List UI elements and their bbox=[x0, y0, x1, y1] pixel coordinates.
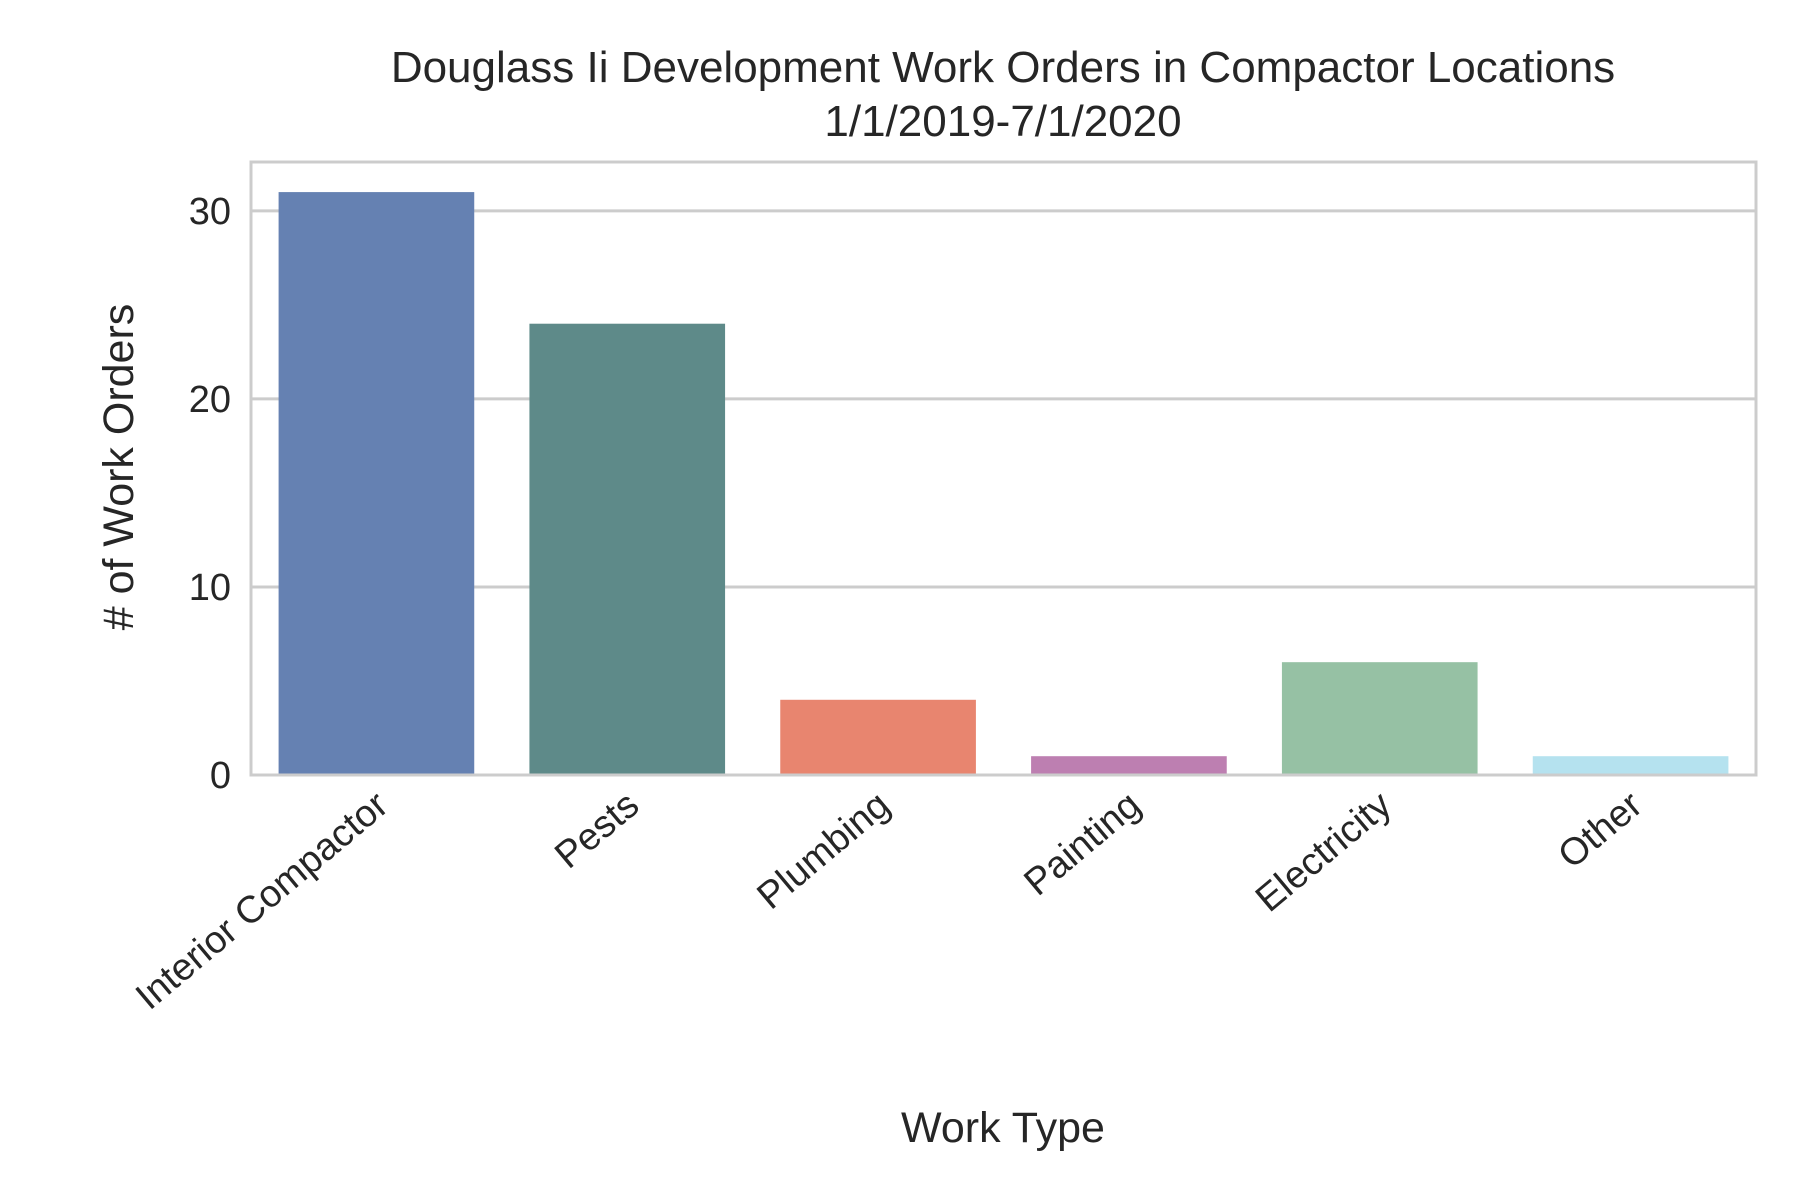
bar bbox=[1031, 756, 1227, 775]
y-tick-label: 0 bbox=[210, 755, 231, 797]
plot-frame bbox=[249, 160, 1758, 777]
bar bbox=[780, 699, 976, 775]
x-tick-label: Other bbox=[1551, 784, 1651, 877]
bar bbox=[278, 192, 475, 776]
x-tick-label: Pests bbox=[547, 784, 647, 877]
bar bbox=[1532, 756, 1729, 775]
chart-subtitle: 1/1/2019-7/1/2020 bbox=[824, 97, 1181, 146]
chart-title: Douglass Ii Development Work Orders in C… bbox=[391, 43, 1615, 92]
x-tick-labels: Interior Compactor Pests Plumbing Painting E… bbox=[128, 784, 1650, 1019]
x-tick-label: Plumbing bbox=[750, 784, 898, 918]
y-tick-label: 30 bbox=[189, 191, 231, 233]
y-axis-label: # of Work Orders bbox=[95, 304, 143, 631]
y-tick-labels: 0 10 20 30 bbox=[189, 191, 231, 797]
gridlines bbox=[251, 209, 1756, 589]
bar bbox=[529, 323, 726, 775]
x-tick-label: Electricity bbox=[1248, 784, 1400, 921]
x-tick-label: Painting bbox=[1017, 784, 1149, 904]
bars bbox=[278, 192, 1729, 776]
y-tick-label: 10 bbox=[189, 567, 231, 609]
x-axis-label: Work Type bbox=[901, 1104, 1105, 1152]
bar bbox=[1281, 662, 1478, 775]
x-tick-label: Interior Compactor bbox=[128, 784, 396, 1019]
y-tick-label: 20 bbox=[189, 379, 231, 421]
